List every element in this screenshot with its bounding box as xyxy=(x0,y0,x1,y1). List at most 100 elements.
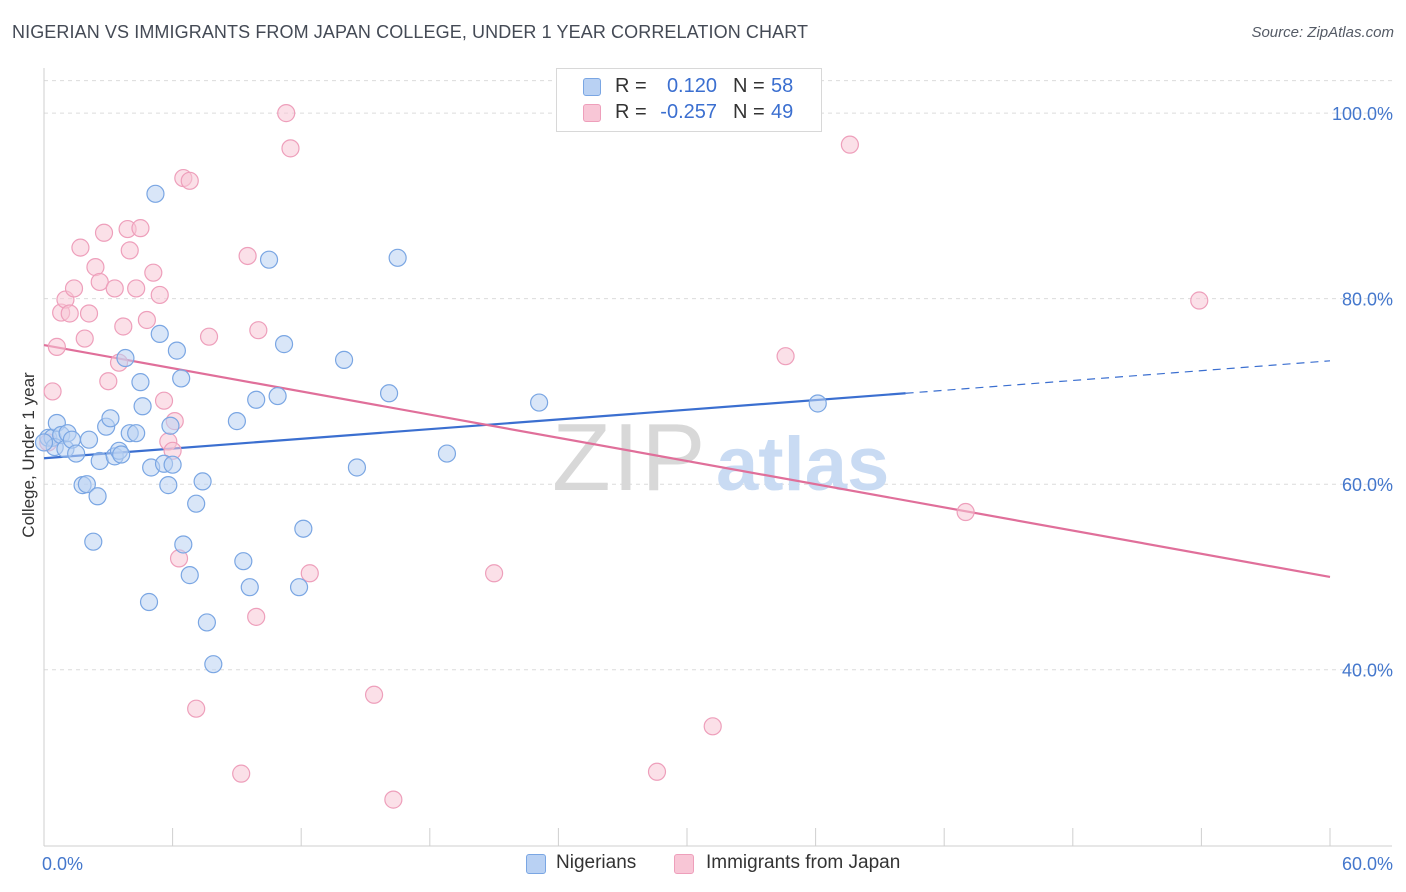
legend-n-value: 58 xyxy=(771,75,794,97)
point-pink xyxy=(249,321,268,340)
legend-n-label: N = xyxy=(733,101,765,123)
point-blue xyxy=(227,412,246,431)
point-blue xyxy=(240,578,259,597)
point-pink xyxy=(120,241,139,260)
point-pink xyxy=(485,564,504,583)
point-blue xyxy=(347,458,367,477)
point-blue xyxy=(204,655,223,674)
legend-r-label: R = xyxy=(615,75,647,97)
point-blue xyxy=(161,416,180,435)
point-blue xyxy=(139,592,159,612)
legend-swatch-pink xyxy=(583,104,601,122)
trend-line-blue xyxy=(43,392,906,460)
point-pink xyxy=(364,685,384,704)
point-pink xyxy=(247,607,266,626)
legend-row-japan: R = -0.257 N = 49 xyxy=(557,101,821,127)
point-blue xyxy=(193,472,212,491)
point-pink xyxy=(60,304,79,323)
y-tick-label: 80.0% xyxy=(1342,290,1393,310)
bottom-legend-label: Nigerians xyxy=(556,852,637,873)
point-blue xyxy=(84,532,103,551)
point-pink xyxy=(79,304,99,323)
tick-labels: 100.0% 80.0% 60.0% 40.0% 0.0% 60.0% xyxy=(42,104,1393,874)
point-pink xyxy=(90,272,109,292)
points-layer xyxy=(34,104,1209,809)
point-blue xyxy=(268,386,287,406)
legend-row-nigerians: R = 0.120 N = 58 xyxy=(557,75,821,101)
y-axis-label: College, Under 1 year xyxy=(19,372,38,538)
source-label: Source: ZipAtlas.com xyxy=(1251,24,1394,41)
point-blue xyxy=(247,390,266,409)
point-pink xyxy=(384,790,403,809)
point-blue xyxy=(259,250,279,269)
point-blue xyxy=(808,394,827,413)
point-blue xyxy=(379,384,399,403)
point-blue xyxy=(88,487,107,506)
point-blue xyxy=(116,348,135,368)
y-tick-label: 40.0% xyxy=(1342,661,1393,681)
watermark-atlas: atlas xyxy=(716,422,889,507)
point-blue xyxy=(90,451,109,471)
point-pink xyxy=(99,372,118,391)
point-blue xyxy=(289,578,309,597)
axis-layer xyxy=(43,68,1392,847)
point-blue xyxy=(234,552,253,571)
point-pink xyxy=(43,382,62,401)
point-blue xyxy=(388,248,407,267)
trend-extension-blue xyxy=(905,360,1331,394)
point-blue xyxy=(112,445,131,464)
point-pink xyxy=(75,329,94,348)
point-blue xyxy=(77,475,96,494)
point-blue xyxy=(131,373,150,392)
watermark-zip: ZIP xyxy=(552,404,707,511)
point-pink xyxy=(71,238,90,257)
point-pink xyxy=(703,717,722,736)
point-blue xyxy=(133,397,152,416)
legend-r-value: -0.257 xyxy=(660,101,717,123)
point-pink xyxy=(127,279,146,298)
point-blue xyxy=(127,424,146,443)
point-blue xyxy=(34,433,54,452)
y-tick-label: 100.0% xyxy=(1332,104,1393,124)
bottom-legend-swatch-pink xyxy=(674,854,694,874)
point-blue xyxy=(163,455,182,474)
point-blue xyxy=(174,535,193,554)
point-blue xyxy=(159,476,178,495)
point-pink xyxy=(94,223,114,242)
point-pink xyxy=(199,327,219,346)
legend-r-label: R = xyxy=(615,101,647,123)
point-pink xyxy=(150,285,169,305)
point-blue xyxy=(294,519,313,538)
point-pink xyxy=(154,391,174,410)
point-blue xyxy=(437,444,457,463)
stats-legend: R = 0.120 N = 58 R = -0.257 N = 49 xyxy=(556,68,822,132)
y-tick-label: 60.0% xyxy=(1342,475,1393,495)
point-blue xyxy=(172,369,191,388)
point-pink xyxy=(277,104,296,123)
bottom-legend-swatch-blue xyxy=(526,854,546,874)
legend-n-value: 49 xyxy=(771,101,794,123)
x-tick-label: 0.0% xyxy=(42,854,83,874)
point-pink xyxy=(131,219,150,238)
point-pink xyxy=(47,337,66,356)
point-blue xyxy=(150,324,169,344)
point-pink xyxy=(187,699,206,718)
point-pink xyxy=(137,310,156,330)
point-pink xyxy=(114,317,133,336)
point-blue xyxy=(187,494,206,513)
point-pink xyxy=(238,246,257,266)
point-blue xyxy=(146,184,165,203)
point-pink xyxy=(300,564,319,583)
bottom-legend-label: Immigrants from Japan xyxy=(706,852,901,873)
legend-swatch-blue xyxy=(583,78,601,96)
point-blue xyxy=(530,393,549,412)
chart-title: NIGERIAN VS IMMIGRANTS FROM JAPAN COLLEG… xyxy=(12,22,809,42)
point-blue xyxy=(101,409,120,428)
point-pink xyxy=(956,502,975,522)
point-blue xyxy=(67,444,86,463)
point-pink xyxy=(144,263,163,282)
point-pink xyxy=(840,135,859,154)
point-pink xyxy=(776,347,795,366)
